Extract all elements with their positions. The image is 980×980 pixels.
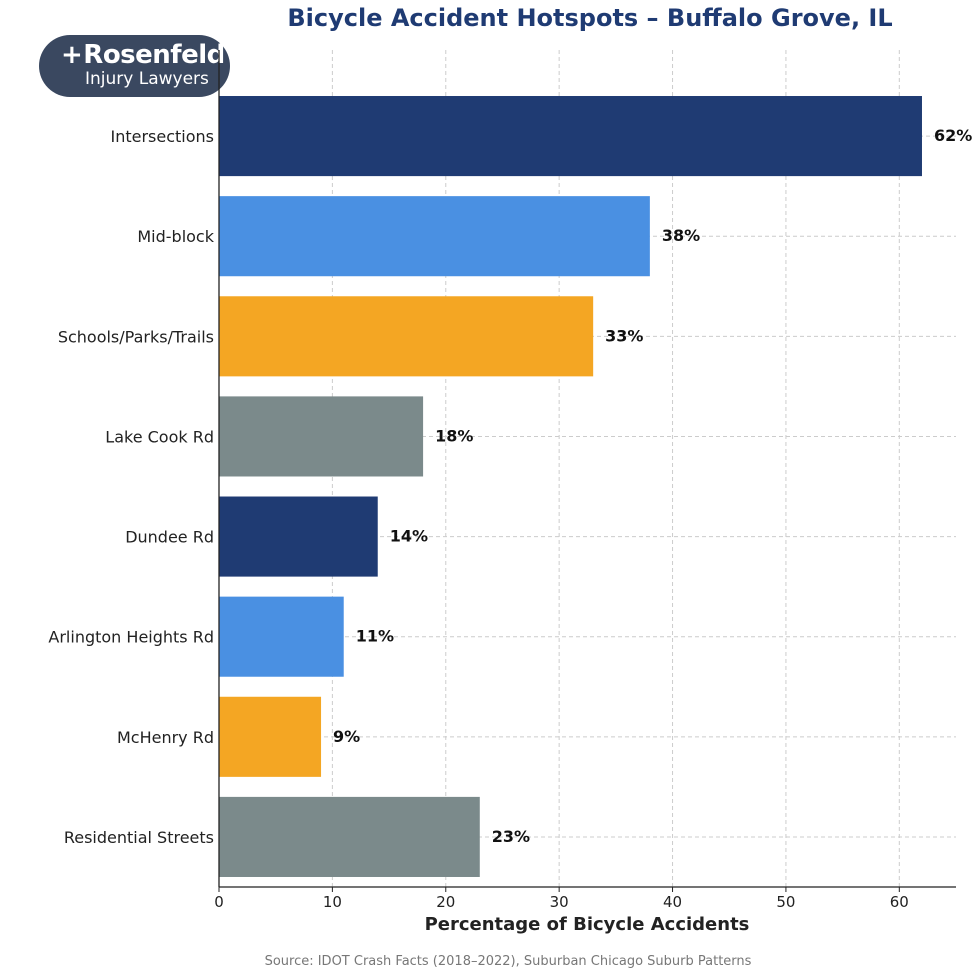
bar [219, 596, 344, 677]
value-label: 18% [435, 426, 473, 445]
bar [219, 96, 922, 177]
chart-title: Bicycle Accident Hotspots – Buffalo Grov… [287, 4, 893, 32]
category-label: Dundee Rd [125, 528, 214, 547]
bars: Intersections 62% Mid-block 38% Schools/Park… [48, 96, 972, 877]
category-label: Arlington Heights Rd [48, 628, 214, 647]
x-tick-label: 0 [214, 893, 224, 911]
axes: 0 10 20 30 40 50 60 [214, 50, 956, 911]
value-label: 38% [662, 226, 700, 245]
bar [219, 296, 594, 377]
bar [219, 796, 480, 877]
logo-brand: +Rosenfeld [61, 40, 225, 70]
x-tick-label: 60 [890, 893, 909, 911]
x-axis-label: Percentage of Bicycle Accidents [425, 914, 750, 935]
category-label: Intersections [110, 127, 214, 146]
x-tick-label: 10 [323, 893, 342, 911]
category-label: McHenry Rd [117, 728, 214, 747]
bar [219, 396, 424, 477]
bar [219, 496, 378, 577]
category-label: Lake Cook Rd [105, 427, 214, 446]
logo-subtitle: Injury Lawyers [85, 69, 209, 89]
x-tick-label: 20 [436, 893, 455, 911]
rosenfeld-logo: +Rosenfeld Injury Lawyers [39, 35, 230, 97]
value-label: 11% [356, 627, 394, 646]
category-label: Schools/Parks/Trails [58, 327, 214, 346]
category-label: Mid-block [137, 227, 214, 246]
value-label: 33% [605, 326, 643, 345]
plus-icon: + [61, 40, 83, 70]
logo-brand-text: Rosenfeld [83, 40, 225, 70]
value-label: 23% [492, 827, 530, 846]
x-tick-label: 40 [663, 893, 682, 911]
x-tick-label: 30 [550, 893, 569, 911]
bar [219, 196, 650, 277]
category-label: Residential Streets [64, 828, 214, 847]
x-tick-label: 50 [776, 893, 795, 911]
value-label: 9% [333, 727, 360, 746]
value-label: 62% [934, 126, 972, 145]
value-label: 14% [390, 527, 428, 546]
source-note: Source: IDOT Crash Facts (2018–2022), Su… [264, 954, 752, 969]
bar [219, 696, 322, 777]
